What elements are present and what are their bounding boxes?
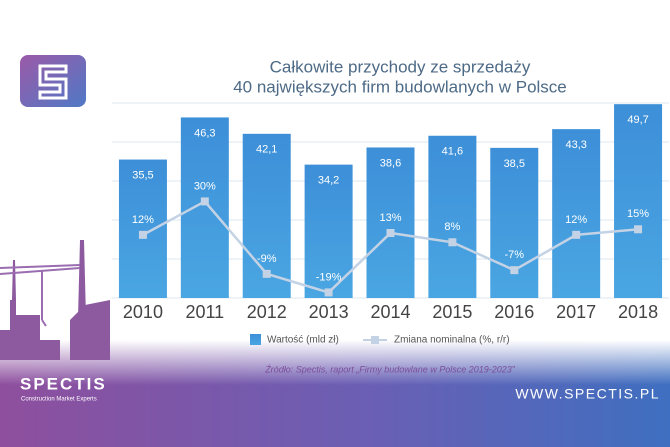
value-label: -9% xyxy=(257,253,277,265)
legend-swatch xyxy=(250,334,261,345)
footer-fade xyxy=(0,340,670,385)
brand-tagline: Construction Market Experts xyxy=(21,397,97,403)
x-tick-label: 2015 xyxy=(432,302,472,322)
legend-label: Wartość (mld zł) xyxy=(267,335,339,346)
x-tick-label: 2018 xyxy=(618,302,658,322)
crane xyxy=(0,264,81,327)
x-tick-label: 2013 xyxy=(309,302,349,322)
value-label: 8% xyxy=(444,221,460,233)
bar xyxy=(614,104,663,298)
bar xyxy=(366,147,415,298)
chart-subtitle: 40 największych firm budowlanych w Polsc… xyxy=(233,77,567,96)
x-tick-label: 2010 xyxy=(123,302,163,322)
legend-label: Zmiana nominalna (%, r/r) xyxy=(394,335,510,346)
line-marker xyxy=(510,266,519,275)
value-label: 15% xyxy=(627,208,649,220)
x-tick-label: 2011 xyxy=(185,302,224,322)
value-label: 34,2 xyxy=(318,175,339,187)
value-label: 42,1 xyxy=(256,144,277,156)
value-label: 30% xyxy=(194,180,216,192)
website: WWW.SPECTIS.PL xyxy=(515,386,660,402)
value-label: 13% xyxy=(379,212,401,224)
city-silhouette xyxy=(0,240,110,360)
value-label: 43,3 xyxy=(565,139,586,151)
value-label: -7% xyxy=(504,249,524,261)
value-label: 49,7 xyxy=(627,114,648,126)
value-label: 12% xyxy=(565,214,587,226)
value-label: 12% xyxy=(132,214,154,226)
bar xyxy=(118,159,167,298)
x-tick-label: 2017 xyxy=(556,302,596,322)
x-tick-label: 2014 xyxy=(370,302,410,322)
value-label: 41,6 xyxy=(442,146,463,158)
value-label: 46,3 xyxy=(194,127,215,139)
line-marker xyxy=(448,238,457,247)
line-marker xyxy=(324,288,333,297)
x-tick-label: 2016 xyxy=(494,302,534,322)
value-label: 35,5 xyxy=(132,169,153,181)
value-label: 38,5 xyxy=(504,158,525,170)
bar xyxy=(552,129,601,298)
logo xyxy=(20,55,86,107)
plot: 35,5 46,3 42,1 34,2 38,6 41,6 38,5 43,3 49,7 12% 3… xyxy=(112,102,669,322)
line-marker xyxy=(634,225,643,234)
line-marker xyxy=(138,230,147,239)
brand-name: SPECTIS xyxy=(20,374,107,393)
x-tick-label: 2012 xyxy=(247,302,287,322)
source: Źródło: Spectis, raport „Firmy budowlane… xyxy=(264,364,516,374)
bar xyxy=(180,117,229,299)
line-marker xyxy=(386,229,395,237)
line-marker xyxy=(262,269,271,278)
legend: Wartość (mld zł) Zmiana nominalna (%, r/… xyxy=(250,334,510,346)
legend-marker xyxy=(371,336,379,344)
bar xyxy=(428,135,477,298)
value-label: -19% xyxy=(316,271,342,283)
line-marker xyxy=(200,197,209,206)
bar xyxy=(490,147,539,298)
line-marker xyxy=(572,230,581,239)
value-label: 38,6 xyxy=(380,157,401,169)
chart-title: Całkowite przychody ze sprzedaży xyxy=(270,57,531,76)
